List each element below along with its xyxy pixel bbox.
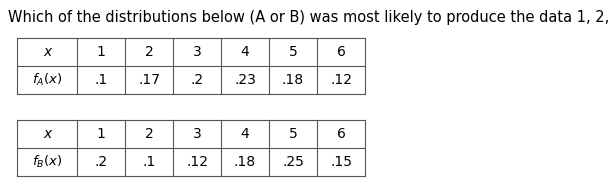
- Text: .17: .17: [138, 73, 160, 87]
- Text: $f_A(x)$: $f_A(x)$: [32, 72, 62, 88]
- Text: 3: 3: [192, 45, 202, 59]
- Text: .25: .25: [282, 155, 304, 169]
- Text: .12: .12: [186, 155, 208, 169]
- Text: 1: 1: [97, 45, 105, 59]
- Text: .23: .23: [234, 73, 256, 87]
- Text: 2: 2: [145, 127, 153, 141]
- Text: 6: 6: [337, 127, 346, 141]
- Text: 4: 4: [241, 45, 249, 59]
- Text: 1: 1: [97, 127, 105, 141]
- Text: $f_B(x)$: $f_B(x)$: [32, 154, 62, 170]
- Text: x: x: [43, 45, 51, 59]
- Text: 5: 5: [289, 127, 297, 141]
- Text: .2: .2: [94, 155, 107, 169]
- Text: .2: .2: [191, 73, 204, 87]
- Text: 3: 3: [192, 127, 202, 141]
- Text: .1: .1: [94, 73, 108, 87]
- Text: 6: 6: [337, 45, 346, 59]
- Text: 4: 4: [241, 127, 249, 141]
- Text: .1: .1: [142, 155, 156, 169]
- Text: x: x: [43, 127, 51, 141]
- Text: .18: .18: [234, 155, 256, 169]
- Text: Which of the distributions below (A or B) was most likely to produce the data 1,: Which of the distributions below (A or B…: [8, 10, 613, 25]
- Text: .12: .12: [330, 73, 352, 87]
- Text: 2: 2: [145, 45, 153, 59]
- Text: .18: .18: [282, 73, 304, 87]
- Text: 5: 5: [289, 45, 297, 59]
- Text: .15: .15: [330, 155, 352, 169]
